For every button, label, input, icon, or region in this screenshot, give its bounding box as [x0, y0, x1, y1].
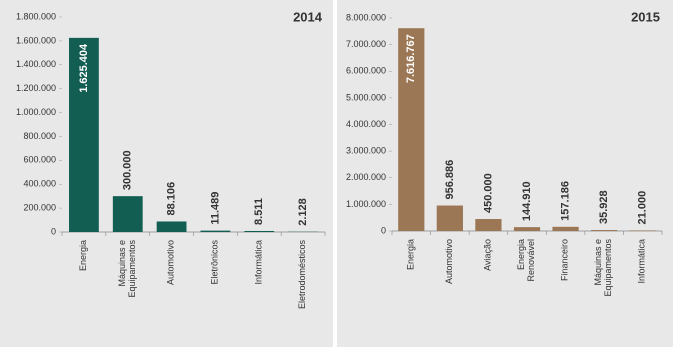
y-tick-label: 1.000.000 — [346, 199, 386, 209]
y-tick-label: 4.000.000 — [346, 119, 386, 129]
value-label: 450.000 — [482, 173, 494, 213]
x-tick-label: Eletrodomésticos — [297, 240, 307, 310]
y-tick-label: 600.000 — [23, 155, 56, 165]
panel — [337, 0, 673, 347]
bar — [398, 28, 425, 231]
value-label: 8.511 — [253, 198, 265, 225]
value-label: 956.886 — [444, 160, 456, 200]
y-tick-label: 0 — [381, 225, 386, 235]
y-tick-label: 2.000.000 — [346, 172, 386, 182]
bar — [552, 226, 579, 231]
y-tick-label: 5.000.000 — [346, 92, 386, 102]
x-tick-label: Máquinas eEquipamentos — [117, 240, 137, 298]
value-label: 144.910 — [521, 181, 533, 221]
x-tick-label: EnergiaRenovável — [516, 239, 536, 282]
value-label: 7.616.767 — [405, 34, 417, 83]
bar — [475, 219, 502, 231]
value-label: 11.489 — [209, 192, 221, 225]
bar — [513, 227, 541, 231]
value-label: 157.186 — [559, 181, 571, 221]
x-tick-label: Energia — [406, 239, 416, 270]
bar — [69, 37, 99, 232]
value-label: 300.000 — [122, 150, 134, 190]
y-tick-label: 6.000.000 — [346, 66, 386, 76]
y-tick-label: 1.400.000 — [16, 59, 56, 69]
bar — [112, 196, 143, 232]
y-tick-label: 1.600.000 — [16, 35, 56, 45]
bar — [156, 221, 187, 232]
y-tick-label: 800.000 — [23, 131, 56, 141]
bar — [436, 205, 463, 231]
panel — [0, 0, 333, 347]
y-tick-label: 1.000.000 — [16, 107, 56, 117]
bar — [591, 230, 618, 231]
y-tick-label: 8.000.000 — [346, 12, 386, 22]
y-tick-label: 200.000 — [23, 202, 56, 212]
value-label: 21.000 — [637, 191, 649, 225]
bar — [244, 230, 275, 232]
y-tick-label: 0 — [51, 226, 56, 236]
value-label: 35.928 — [598, 190, 610, 224]
bar — [200, 230, 231, 232]
y-tick-label: 1.200.000 — [16, 83, 56, 93]
y-tick-label: 400.000 — [23, 179, 56, 189]
chart-title: 2015 — [631, 9, 660, 24]
y-tick-label: 7.000.000 — [346, 39, 386, 49]
y-tick-label: 3.000.000 — [346, 146, 386, 156]
x-tick-label: Informática — [637, 239, 647, 284]
x-tick-label: Máquinas eEquipamentos — [594, 239, 614, 297]
value-label: 88.106 — [165, 182, 177, 216]
x-tick-label: Automotivo — [166, 240, 176, 285]
x-tick-label: Eletrônicos — [210, 240, 220, 285]
x-tick-label: Informática — [254, 240, 264, 285]
bar — [629, 230, 656, 231]
x-tick-label: Energia — [78, 240, 88, 271]
x-tick-label: Financeiro — [560, 239, 570, 281]
y-tick-label: 1.800.000 — [16, 11, 56, 21]
x-tick-label: Aviação — [483, 239, 493, 271]
chart-title: 2014 — [293, 9, 323, 24]
x-tick-label: Automotivo — [444, 239, 454, 284]
value-label: 2.128 — [297, 198, 309, 226]
value-label: 1.625.404 — [78, 43, 90, 93]
